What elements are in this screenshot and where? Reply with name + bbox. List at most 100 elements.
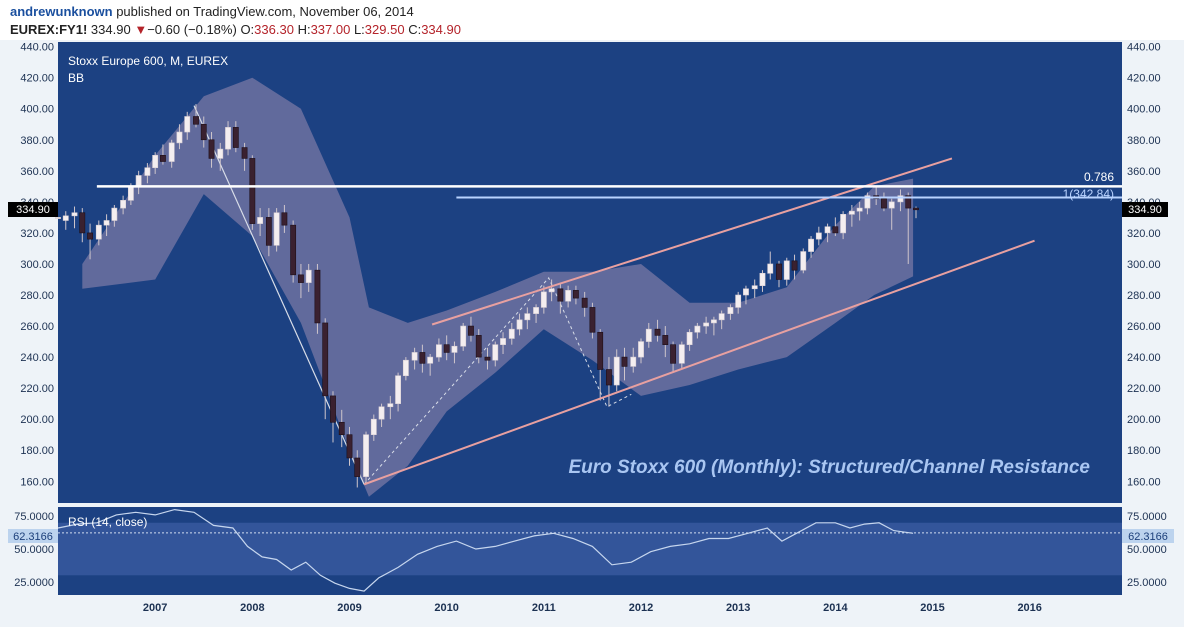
channel-line: [363, 239, 1035, 486]
candle: [897, 189, 904, 212]
candle-body: [314, 269, 321, 324]
candle-body: [217, 148, 224, 159]
candle-body: [533, 307, 539, 314]
candle-body: [249, 158, 256, 224]
close-value: 334.90: [421, 22, 461, 37]
y-tick-right: 220.00: [1127, 383, 1161, 395]
candle: [913, 206, 919, 219]
candle: [95, 220, 102, 246]
candle: [217, 142, 224, 171]
candle: [225, 121, 231, 156]
x-tick-label: 2015: [920, 602, 944, 614]
candle: [751, 279, 758, 299]
y-tick-left: 260.00: [20, 321, 54, 333]
open-label: O:: [240, 22, 255, 37]
candle-body: [589, 307, 596, 333]
ohlc-line: EUREX:FY1! 334.90 ▼−0.60 (−0.18%) O:336.…: [10, 22, 461, 37]
candle-body: [606, 369, 612, 386]
rsi-tick-left: 75.0000: [14, 511, 54, 523]
candle-body: [168, 142, 175, 162]
candle: [548, 279, 555, 302]
y-tick-left: 240.00: [20, 352, 54, 364]
symbol-label[interactable]: EUREX:FY1!: [10, 22, 88, 37]
candle-body: [120, 200, 127, 209]
author-link[interactable]: andrewunknown: [10, 4, 113, 19]
candle-body: [184, 116, 191, 133]
publisher-line: andrewunknown published on TradingView.c…: [10, 4, 414, 19]
chart-area[interactable]: 440.00 440.00 420.00 420.00 400.00 400.00 380.…: [0, 40, 1184, 627]
candle-body: [540, 291, 547, 308]
candle: [468, 316, 474, 342]
candle-body: [436, 344, 442, 358]
rsi-badge-right: 62.3166: [1122, 529, 1174, 543]
candle-body: [743, 288, 749, 296]
candle-body: [127, 186, 134, 201]
candle-body: [475, 335, 482, 358]
y-tick-right: 240.00: [1127, 352, 1161, 364]
candle-body: [848, 210, 855, 215]
candle: [703, 316, 710, 334]
candle-body: [815, 232, 822, 240]
x-tick-label: 2008: [240, 602, 264, 614]
candle-body: [232, 127, 239, 148]
candle: [848, 204, 855, 227]
candle-body: [103, 220, 110, 226]
candle-body: [363, 434, 369, 477]
candle-body: [427, 356, 434, 364]
candle: [808, 236, 814, 258]
candle: [200, 116, 207, 148]
candle: [500, 332, 506, 354]
rsi-tick-right: 25.0000: [1127, 577, 1167, 589]
x-tick-label: 2011: [532, 602, 556, 614]
candle-body: [443, 344, 450, 353]
candle: [540, 285, 547, 314]
candle: [638, 338, 644, 364]
candle-body: [152, 155, 159, 169]
rsi-badge-left: 62.3166: [8, 529, 58, 543]
candle-body: [548, 288, 555, 293]
rsi-tick-right: 75.0000: [1127, 511, 1167, 523]
candle: [484, 347, 491, 370]
x-tick-label: 2007: [143, 602, 167, 614]
candle: [79, 208, 86, 243]
candle: [168, 139, 175, 168]
candle: [565, 285, 572, 308]
candle: [759, 270, 766, 292]
candle-body: [800, 251, 807, 271]
candle-body: [581, 297, 588, 308]
candle-body: [913, 207, 919, 211]
candle-body: [395, 375, 401, 404]
candle-body: [508, 328, 515, 339]
candle-body: [411, 352, 418, 361]
y-tick-right: 260.00: [1127, 321, 1161, 333]
chart-annotation: Euro Stoxx 600 (Monthly): Structured/Cha…: [568, 457, 1090, 478]
candle: [856, 201, 863, 221]
candle-body: [573, 290, 579, 299]
candle: [621, 347, 628, 381]
candle: [686, 329, 693, 351]
candle-body: [71, 212, 78, 217]
svg-text:334.90: 334.90: [16, 204, 50, 216]
high-value: 337.00: [310, 22, 351, 37]
y-tick-left: 440.00: [20, 42, 54, 54]
candle: [314, 263, 321, 334]
rsi-band: [58, 522, 1122, 576]
candle-body: [645, 328, 652, 342]
candle: [508, 322, 515, 345]
candle: [71, 206, 78, 229]
change-arrow-icon: ▼: [134, 22, 148, 37]
candle-body: [281, 212, 288, 226]
candle: [62, 211, 69, 230]
candle-body: [662, 335, 669, 345]
candle: [411, 347, 418, 370]
candle: [402, 357, 409, 381]
candle: [160, 144, 166, 165]
candle-body: [888, 201, 895, 209]
candle: [678, 341, 685, 370]
candle: [524, 307, 531, 330]
candle: [419, 344, 426, 373]
candle: [743, 285, 749, 305]
candle: [613, 349, 620, 392]
y-tick-right: 160.00: [1127, 476, 1161, 488]
bollinger-band: [82, 77, 914, 497]
